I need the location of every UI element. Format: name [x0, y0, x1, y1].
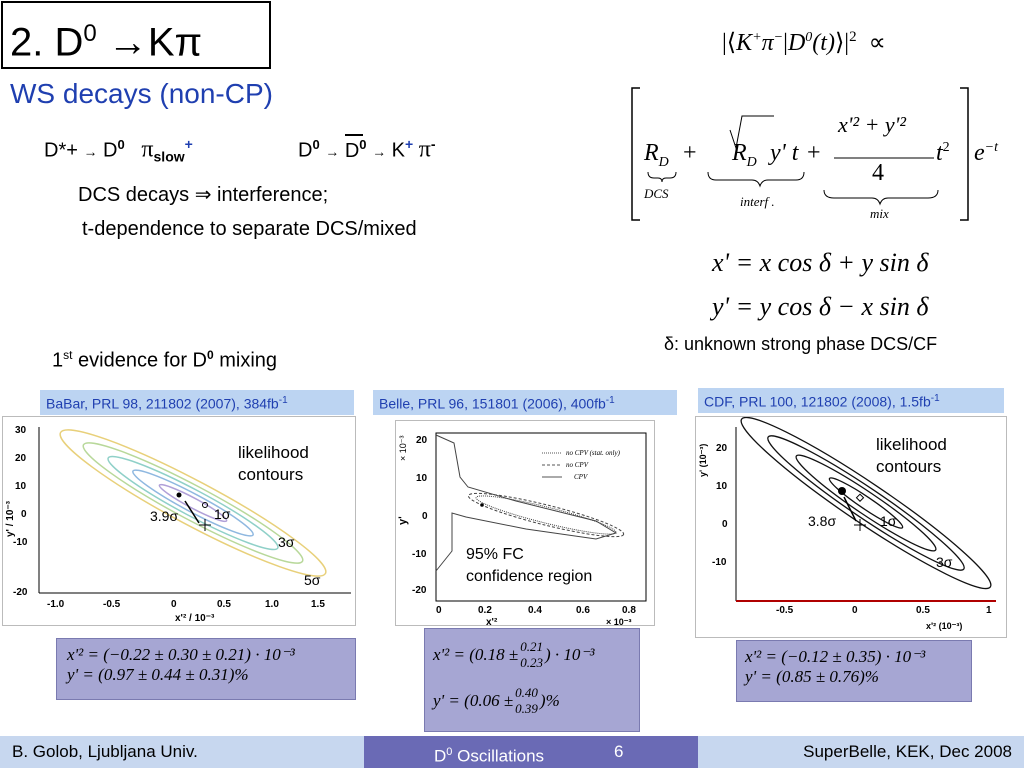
babar-ytick: 0 [21, 509, 27, 520]
bullet-dcs: DCS decays ⇒ interference; [78, 184, 329, 206]
footer-event: SuperBelle, KEK, Dec 2008 [698, 736, 1024, 768]
interf-label: interf . [740, 194, 775, 209]
term-rd: RD [644, 140, 669, 170]
babar-yaxis-label: y' / 10⁻³ [5, 500, 16, 537]
cdf-xtick: 1 [986, 605, 992, 616]
babar-sig-5: 5σ [304, 572, 321, 588]
babar-ytick: -20 [13, 587, 28, 598]
belle-xtick: 0 [436, 605, 442, 616]
amplitude-formula: |⟨K+π−|D0(t)⟩|2 ∝ [722, 29, 886, 56]
belle-plot: 20 10 0 -10 -20 0 0.2 0.4 0.6 0.8 x'² × … [395, 420, 655, 626]
cdf-sig-1: 1σ [880, 513, 897, 529]
babar-xaxis-label: x'² / 10⁻³ [175, 613, 215, 624]
plus-sign-1: + [683, 140, 697, 166]
cdf-xtick: -0.5 [776, 605, 794, 616]
slide-subtitle: WS decays (non-CP) [10, 78, 273, 109]
belle-ytick: 0 [422, 511, 428, 522]
belle-xtick: 0.2 [478, 605, 492, 616]
mix-denominator: 4 [872, 160, 884, 186]
babar-xtick: 0.5 [217, 599, 231, 610]
belle-legend-1: no CPV (stat. only) [566, 449, 621, 457]
cdf-note: likelihood contours [876, 435, 947, 476]
exp-term: e−t [974, 140, 998, 166]
plus-sign-2: + [807, 140, 821, 166]
mix-label: mix [870, 206, 889, 221]
cdf-ytick: 0 [722, 519, 728, 530]
babar-xtick: -0.5 [103, 599, 121, 610]
footer-topic: D0 Oscillations 6 [364, 736, 698, 768]
cdf-xtick: 0.5 [916, 605, 930, 616]
belle-legend-3: CPV [574, 473, 588, 481]
belle-xaxis-label: x'² [486, 617, 498, 626]
babar-ytick: 30 [15, 425, 27, 436]
babar-xtick: 1.0 [265, 599, 279, 610]
mix-t: t2 [936, 140, 950, 166]
belle-yaxis-label: y' [397, 516, 409, 525]
belle-xtick: 0.8 [622, 605, 636, 616]
decay-d0: D0 → D0 → K+ π- [298, 133, 436, 164]
cdf-plot: 20 10 0 -10 -0.5 0 0.5 1 x'² (10⁻³) y' (… [695, 416, 1007, 638]
cdf-yaxis-label: y' (10⁻³) [698, 444, 708, 477]
title-box [1, 1, 271, 69]
evidence-heading: 1st evidence for D0 mixing [52, 348, 278, 372]
decay-dstar: D*+ → D0 πslow+ [44, 136, 193, 165]
belle-label: Belle, PRL 96, 151801 (2006), 400fb-1 [373, 390, 677, 415]
rate-formula-brackets [631, 87, 969, 221]
footer-author: B. Golob, Ljubljana Univ. [0, 736, 364, 768]
term-sqrt-rd: RD [732, 140, 757, 170]
xprime-formula: x' = x cos δ + y sin δ [712, 248, 929, 277]
belle-xtick: 0.4 [528, 605, 542, 616]
belle-ytick: 20 [416, 435, 428, 446]
cdf-result: x'² = (−0.12 ± 0.35) · 10⁻³ y' = (0.85 ±… [736, 640, 972, 702]
bullet-tdep: t-dependence to separate DCS/mixed [82, 218, 417, 240]
belle-legend-2: no CPV [566, 461, 589, 469]
page-number: 6 [614, 742, 624, 761]
belle-result: x'² = (0.18 ±0.21 0.23) · 10⁻³ y' = (0.06… [424, 628, 640, 732]
yprime-formula: y' = y cos δ − x sin δ [712, 292, 929, 321]
babar-label: BaBar, PRL 98, 211802 (2007), 384fb-1 [40, 390, 354, 415]
babar-sig-3: 3σ [278, 534, 295, 550]
dcs-label: DCS [644, 186, 669, 201]
cdf-ytick: 10 [716, 481, 728, 492]
cdf-ytick: 20 [716, 443, 728, 454]
cdf-label: CDF, PRL 100, 121802 (2008), 1.5fb-1 [698, 388, 1004, 413]
belle-ytick: 10 [416, 473, 428, 484]
babar-xtick: 1.5 [311, 599, 325, 610]
cdf-xaxis-label: x'² (10⁻³) [926, 621, 962, 631]
babar-result: x'² = (−0.22 ± 0.30 ± 0.21) · 10⁻³ y' = … [56, 638, 356, 700]
term-yt: y' t [770, 140, 799, 166]
babar-ytick: -10 [13, 537, 28, 548]
delta-note: δ: unknown strong phase DCS/CF [664, 334, 938, 354]
belle-yaxis-exp: × 10⁻³ [398, 435, 408, 461]
mix-numerator: x'² + y'² [838, 112, 906, 137]
babar-sig-1: 1σ [214, 506, 231, 522]
belle-note: 95% FC confidence region [466, 546, 593, 585]
babar-sig-main: 3.9σ [150, 508, 179, 524]
belle-ytick: -20 [412, 585, 427, 596]
slide-title: 2. D0 →Kπ [10, 20, 203, 65]
belle-xaxis-exp: × 10⁻³ [606, 617, 632, 626]
babar-ytick: 20 [15, 453, 27, 464]
cdf-sig-3: 3σ [936, 554, 953, 570]
cdf-ytick: -10 [712, 557, 727, 568]
babar-note: likelihood contours [238, 443, 309, 484]
belle-ytick: -10 [412, 549, 427, 560]
babar-xtick: 0 [171, 599, 177, 610]
babar-xtick: -1.0 [47, 599, 65, 610]
cdf-sig-main: 3.8σ [808, 513, 837, 529]
cdf-xtick: 0 [852, 605, 858, 616]
belle-xtick: 0.6 [576, 605, 590, 616]
babar-ytick: 10 [15, 481, 27, 492]
babar-plot: 30 20 10 0 -10 -20 -1.0 -0.5 0 0.5 1.0 1… [2, 416, 356, 626]
